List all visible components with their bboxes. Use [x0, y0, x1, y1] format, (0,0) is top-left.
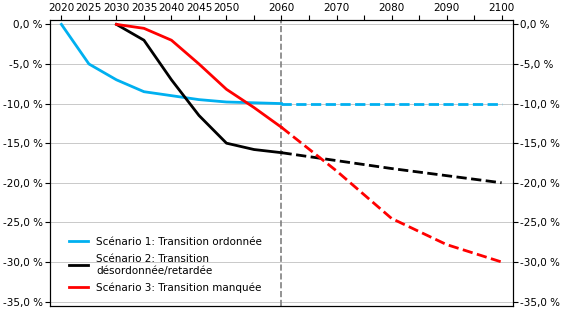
Legend: Scénario 1: Transition ordonnée, Scénario 2: Transition
désordonnée/retardée, Sc: Scénario 1: Transition ordonnée, Scénari…: [65, 232, 266, 298]
